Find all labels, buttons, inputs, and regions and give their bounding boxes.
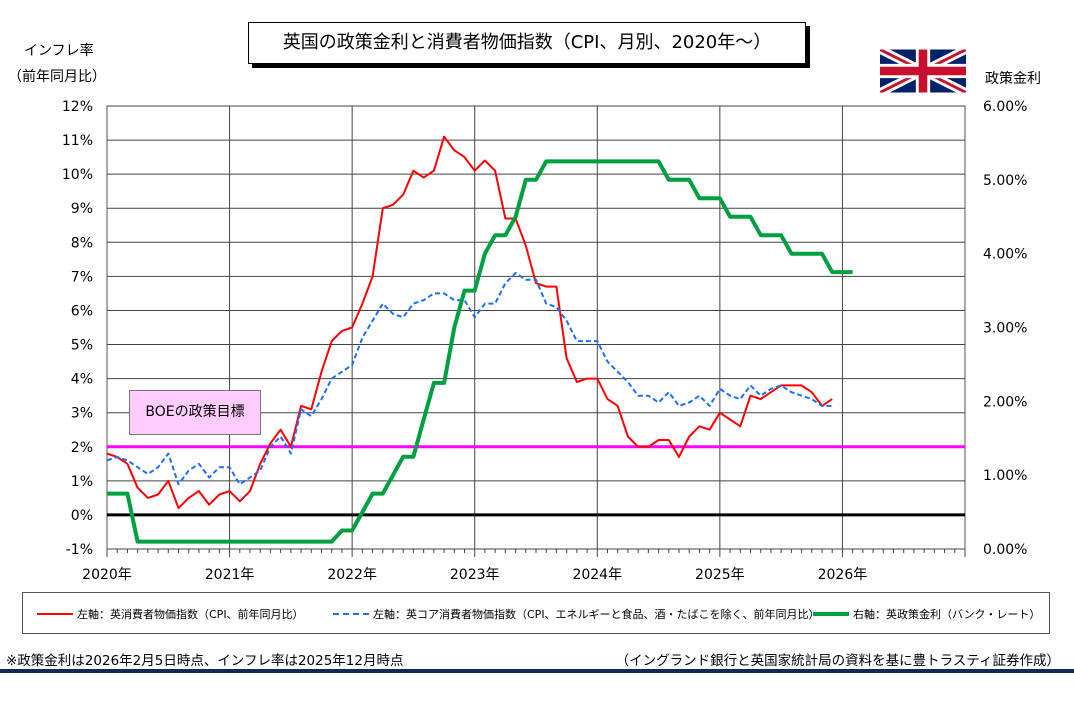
series-line-2 (107, 159, 853, 544)
left-tick-label: 2% (71, 440, 93, 456)
right-tick-label: 6.00% (983, 99, 1027, 115)
legend-item-cpi: 左軸：英消費者物価指数（CPI、前年同月比） (37, 606, 304, 622)
left-tick-label: 10% (62, 167, 93, 183)
right-tick-label: 0.00% (983, 542, 1027, 558)
x-tick-label: 2026年 (818, 567, 868, 583)
series-line-1 (106, 272, 833, 486)
left-tick-label: 4% (71, 372, 93, 388)
x-tick-label: 2024年 (572, 567, 622, 583)
legend: 左軸：英消費者物価指数（CPI、前年同月比） 左軸：英コア消費者物価指数（CPI… (22, 592, 1050, 634)
left-tick-label: -1% (66, 542, 93, 558)
x-tick-label: 2023年 (450, 567, 500, 583)
left-axis-title-1: インフレ率 (24, 43, 94, 59)
legend-label: 左軸：英コア消費者物価指数（CPI、エネルギーと食品、酒・たばこを除く、前年同月… (373, 608, 820, 621)
target-label-box: BOEの政策目標 (129, 390, 261, 435)
left-tick-label: 8% (71, 235, 93, 251)
x-tick-label: 2025年 (695, 567, 745, 583)
legend-item-core-cpi: 左軸：英コア消費者物価指数（CPI、エネルギーと食品、酒・たばこを除く、前年同月… (333, 606, 820, 622)
right-tick-label: 3.00% (983, 321, 1027, 337)
x-tick-label: 2021年 (205, 567, 255, 583)
union-jack-flag (880, 49, 966, 93)
right-tick-label: 1.00% (983, 468, 1027, 484)
x-tick-label: 2022年 (327, 567, 377, 583)
footnote: ※政策金利は2026年2月5日時点、インフレ率は2025年12月時点 (6, 653, 404, 669)
chart-title: 英国の政策金利と消費者物価指数（CPI、月別、2020年～） (248, 22, 806, 64)
left-axis-title-2: （前年同月比） (8, 69, 106, 85)
left-tick-label: 1% (71, 474, 93, 490)
right-axis-title: 政策金利 (985, 71, 1041, 87)
left-tick-label: 9% (71, 201, 93, 217)
legend-label: 左軸：英消費者物価指数（CPI、前年同月比） (77, 608, 304, 621)
left-tick-label: 0% (71, 508, 93, 524)
right-tick-label: 5.00% (983, 173, 1027, 189)
left-tick-label: 5% (71, 338, 93, 354)
series-line-0 (106, 135, 833, 510)
plot-border (106, 105, 966, 550)
right-tick-label: 2.00% (983, 394, 1027, 410)
left-tick-label: 7% (71, 269, 93, 285)
legend-item-bank-rate: 右軸：英政策金利（バンク・レート） (813, 606, 1040, 622)
left-tick-label: 11% (62, 133, 93, 149)
left-tick-label: 6% (71, 303, 93, 319)
right-tick-label: 4.00% (983, 247, 1027, 263)
x-tick-label: 2020年 (82, 567, 132, 583)
left-tick-label: 12% (62, 99, 93, 115)
source-note: （イングランド銀行と英国家統計局の資料を基に豊トラスティ証券作成） (615, 653, 1060, 669)
legend-label: 右軸：英政策金利（バンク・レート） (853, 608, 1041, 621)
plot-area: -1% 0% 1% 2% 3% 4% 5% 6% 7% 8% 9% 10% 11% 12% 0.00% 1.0… (62, 99, 1028, 583)
left-tick-label: 3% (71, 406, 93, 422)
divider (0, 669, 1074, 673)
